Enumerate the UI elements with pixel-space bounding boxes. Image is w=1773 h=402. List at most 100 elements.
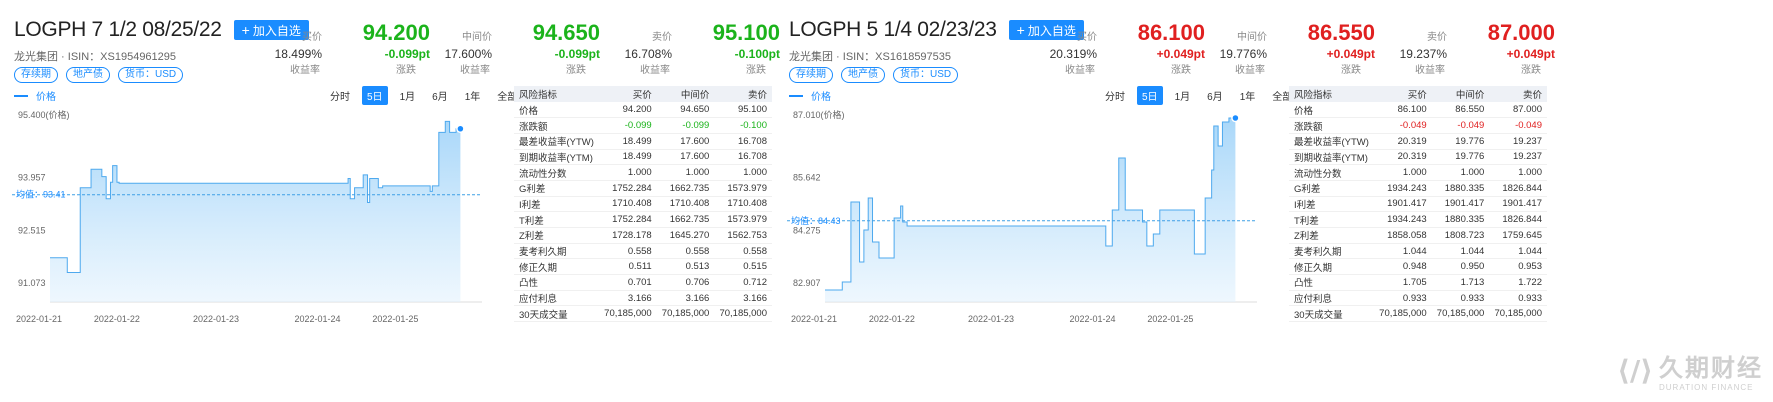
table-cell: 最差收益率(YTW) bbox=[1289, 133, 1375, 150]
quote-change: +0.049pt bbox=[1506, 47, 1555, 61]
price-chart-svg: 均值：84.43 87.010(价格) 85.642 84.275 82.907 2022… bbox=[787, 109, 1257, 324]
table-cell: T利差 bbox=[514, 211, 600, 228]
table-cell: 1710.408 bbox=[714, 196, 772, 213]
column-header: 风险指标 bbox=[514, 86, 600, 102]
table-cell: 0.933 bbox=[1374, 290, 1432, 307]
y-tick-label: 95.400(价格) bbox=[18, 109, 70, 120]
table-row: I利差 1901.417 1901.417 1901.417 bbox=[1289, 196, 1547, 213]
table-row: 流动性分数 1.000 1.000 1.000 bbox=[1289, 164, 1547, 181]
table-cell: 麦考利久期 bbox=[514, 243, 600, 260]
range-tab[interactable]: 全部 bbox=[1272, 92, 1293, 103]
add-to-watchlist-button[interactable]: + 加入自选 bbox=[233, 20, 309, 40]
tag-badge[interactable]: 货币：USD bbox=[118, 67, 184, 83]
table-cell: 70,185,000 bbox=[599, 305, 657, 323]
add-to-watchlist-button[interactable]: + 加入自选 bbox=[1008, 20, 1084, 40]
chart-legend: 价格 bbox=[14, 88, 56, 103]
table-cell: 1826.844 bbox=[1489, 180, 1547, 197]
column-header: 卖价 bbox=[714, 86, 772, 102]
table-cell: 0.712 bbox=[714, 274, 772, 291]
range-tab[interactable]: 5日 bbox=[362, 86, 388, 105]
table-cell: 30天成交量 bbox=[1289, 305, 1375, 323]
table-cell: 0.558 bbox=[656, 243, 715, 260]
table-cell: 1.000 bbox=[1431, 164, 1490, 181]
table-cell: 1858.058 bbox=[1374, 227, 1432, 244]
quote-yield: 18.499% bbox=[274, 47, 322, 61]
table-cell: 流动性分数 bbox=[514, 164, 600, 181]
range-selector: 分时 5日 1月 6月 1年 全部 bbox=[1093, 86, 1297, 105]
change-label: 涨跌 bbox=[566, 65, 586, 76]
table-cell: 流动性分数 bbox=[1289, 164, 1375, 181]
range-tab[interactable]: 1月 bbox=[1174, 92, 1191, 103]
legend-line-icon bbox=[789, 94, 803, 97]
table-cell: 70,185,000 bbox=[1431, 305, 1490, 323]
column-header: 买价 bbox=[1374, 86, 1432, 102]
x-tick-label: 2022-01-21 bbox=[16, 314, 62, 324]
tag-badge[interactable]: 存续期 bbox=[14, 67, 58, 83]
quote-block: 卖价 95.100 16.708% -0.100pt 收益率 涨跌 bbox=[610, 18, 780, 78]
quote-block: 卖价 87.000 19.237% +0.049pt 收益率 涨跌 bbox=[1385, 18, 1555, 78]
range-tab[interactable]: 1年 bbox=[1239, 92, 1256, 103]
legend-label: 价格 bbox=[36, 92, 56, 103]
quote-price: 94.200 bbox=[362, 20, 430, 45]
table-row: 应付利息 3.166 3.166 3.166 bbox=[514, 290, 772, 307]
y-tick-label: 91.073 bbox=[18, 278, 46, 288]
tag-badge[interactable]: 地产债 bbox=[841, 67, 885, 83]
table-cell: 1.713 bbox=[1431, 274, 1490, 291]
table-cell: 1728.178 bbox=[599, 227, 657, 244]
table-cell: 应付利息 bbox=[1289, 290, 1375, 307]
add-button-label: 加入自选 bbox=[1027, 23, 1076, 38]
range-tab[interactable]: 1年 bbox=[464, 92, 481, 103]
range-tab[interactable]: 6月 bbox=[432, 92, 448, 103]
logo-en-text: DURATION FINANCE bbox=[1659, 383, 1754, 392]
table-cell: 70,185,000 bbox=[1489, 305, 1547, 323]
quote-price: 86.100 bbox=[1137, 20, 1205, 45]
tag-badge[interactable]: 地产债 bbox=[66, 67, 110, 83]
table-cell: 70,185,000 bbox=[714, 305, 772, 323]
tag-badge[interactable]: 货币：USD bbox=[893, 67, 959, 83]
table-cell: 19.237 bbox=[1489, 149, 1547, 166]
add-button-label: 加入自选 bbox=[252, 23, 301, 38]
average-label: 均值：84.43 bbox=[791, 215, 841, 226]
change-label: 涨跌 bbox=[1341, 65, 1361, 76]
table-row: T利差 1934.243 1880.335 1826.844 bbox=[1289, 211, 1547, 228]
range-tab[interactable]: 1月 bbox=[399, 92, 416, 103]
range-tab[interactable]: 分时 bbox=[1105, 92, 1125, 103]
chart-legend: 价格 bbox=[789, 88, 831, 103]
range-tab[interactable]: 6月 bbox=[1207, 92, 1223, 103]
table-cell: -0.049 bbox=[1374, 117, 1432, 134]
range-tab[interactable]: 分时 bbox=[330, 92, 350, 103]
risk-metrics-table: 风险指标 买价 中间价 卖价 价格 86.100 86.550 87.000 涨跌额 -0.049… bbox=[1289, 86, 1547, 323]
table-cell: 1.000 bbox=[714, 164, 772, 181]
table-cell: 1.000 bbox=[656, 164, 715, 181]
table-cell: 1901.417 bbox=[1374, 196, 1432, 213]
range-tab[interactable]: 全部 bbox=[497, 92, 518, 103]
title-row: LOGPH 7 1/2 08/25/22 + 加入自选 bbox=[14, 18, 309, 42]
table-row: 到期收益率(YTM) 20.319 19.776 19.237 bbox=[1289, 149, 1547, 166]
table-cell: 3.166 bbox=[656, 290, 715, 307]
table-row: 凸性 1.705 1.713 1.722 bbox=[1289, 274, 1547, 291]
quote-block: 买价 94.200 18.499% -0.099pt 收益率 涨跌 bbox=[260, 18, 430, 78]
title-row: LOGPH 5 1/4 02/23/23 + 加入自选 bbox=[789, 18, 1084, 42]
table-cell: 30天成交量 bbox=[514, 305, 600, 323]
table-cell: 1710.408 bbox=[656, 196, 715, 213]
table-row: G利差 1934.243 1880.335 1826.844 bbox=[1289, 180, 1547, 197]
table-cell: 18.499 bbox=[599, 149, 657, 166]
range-tab[interactable]: 5日 bbox=[1137, 86, 1163, 105]
tag-badge[interactable]: 存续期 bbox=[789, 67, 833, 83]
table-cell: 0.948 bbox=[1374, 258, 1432, 276]
table-cell: 到期收益率(YTM) bbox=[514, 149, 600, 166]
table-cell: 1934.243 bbox=[1374, 180, 1432, 197]
column-header: 卖价 bbox=[1489, 86, 1547, 102]
x-tick-label: 2022-01-24 bbox=[1069, 314, 1115, 324]
table-cell: 1752.284 bbox=[599, 180, 657, 197]
quote-change: -0.099pt bbox=[384, 47, 430, 61]
x-tick-label: 2022-01-23 bbox=[968, 314, 1014, 324]
table-row: T利差 1752.284 1662.735 1573.979 bbox=[514, 211, 772, 228]
table-cell: 0.933 bbox=[1489, 290, 1547, 307]
table-cell: 0.701 bbox=[599, 274, 657, 291]
x-tick-label: 2022-01-22 bbox=[94, 314, 140, 324]
table-cell: 应付利息 bbox=[514, 290, 600, 307]
quote-change: -0.100pt bbox=[734, 47, 780, 61]
table-cell: T利差 bbox=[1289, 211, 1375, 228]
column-header: 中间价 bbox=[656, 86, 715, 102]
